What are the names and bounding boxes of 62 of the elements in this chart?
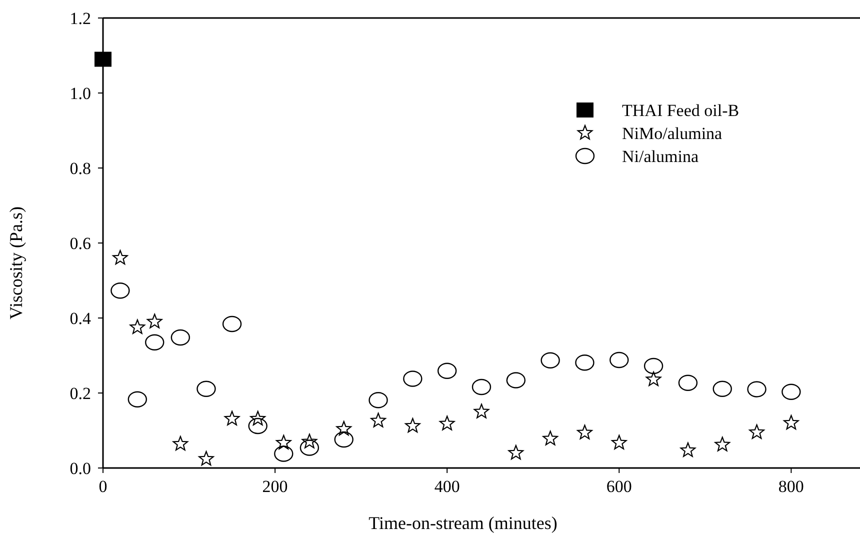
- legend-label: NiMo/alumina: [622, 124, 723, 143]
- point: [196, 380, 216, 397]
- point: [222, 316, 242, 332]
- point: [110, 282, 130, 299]
- point: [274, 446, 294, 462]
- point: [370, 412, 386, 428]
- point: [437, 362, 457, 379]
- point: [577, 424, 592, 440]
- point: [198, 450, 214, 466]
- point: [145, 334, 164, 350]
- point: [439, 416, 455, 430]
- x-tick-label: 200: [262, 477, 288, 496]
- y-tick-label: 1.0: [70, 84, 91, 103]
- y-tick-label: 0.0: [70, 459, 91, 478]
- point: [575, 354, 594, 371]
- point: [747, 381, 766, 398]
- point: [248, 418, 268, 434]
- point: [611, 434, 627, 450]
- x-tick-label: 400: [434, 477, 460, 496]
- point: [128, 391, 148, 408]
- point: [680, 442, 696, 457]
- legend-label: THAI Feed oil-B: [622, 101, 740, 120]
- point: [368, 392, 388, 408]
- point: [276, 434, 292, 450]
- point: [782, 384, 801, 400]
- x-axis-title: Time-on-stream (minutes): [368, 513, 558, 533]
- point: [540, 352, 560, 368]
- point: [405, 418, 420, 433]
- x-tick-label: 800: [778, 477, 804, 496]
- point: [610, 352, 629, 368]
- point: [472, 378, 492, 396]
- point: [749, 424, 764, 439]
- y-tick-label: 0.8: [70, 159, 91, 178]
- point: [300, 440, 320, 456]
- point: [94, 52, 112, 67]
- y-tick-label: 0.4: [70, 309, 92, 328]
- point: [112, 250, 128, 265]
- point: [146, 314, 162, 328]
- point: [712, 380, 732, 397]
- point: [224, 410, 240, 426]
- point: [130, 319, 146, 334]
- point: [508, 444, 524, 460]
- point: [784, 414, 799, 430]
- y-tick-label: 0.6: [70, 234, 91, 253]
- point: [172, 436, 188, 451]
- point: [646, 371, 662, 386]
- point: [644, 358, 664, 374]
- point: [714, 436, 730, 452]
- point: [542, 430, 558, 446]
- x-tick-label: 600: [606, 477, 632, 496]
- point: [506, 372, 526, 388]
- point: [403, 370, 422, 387]
- point: [334, 431, 354, 448]
- y-tick-label: 1.2: [70, 9, 91, 28]
- point: [678, 374, 698, 391]
- point: [474, 404, 490, 418]
- y-tick-label: 0.2: [70, 384, 91, 403]
- legend-label: Ni/alumina: [622, 147, 699, 166]
- point: [336, 420, 352, 436]
- point: [170, 329, 190, 346]
- y-axis-title: Viscosity (Pa.s): [6, 206, 26, 320]
- x-tick-label: 0: [98, 477, 108, 496]
